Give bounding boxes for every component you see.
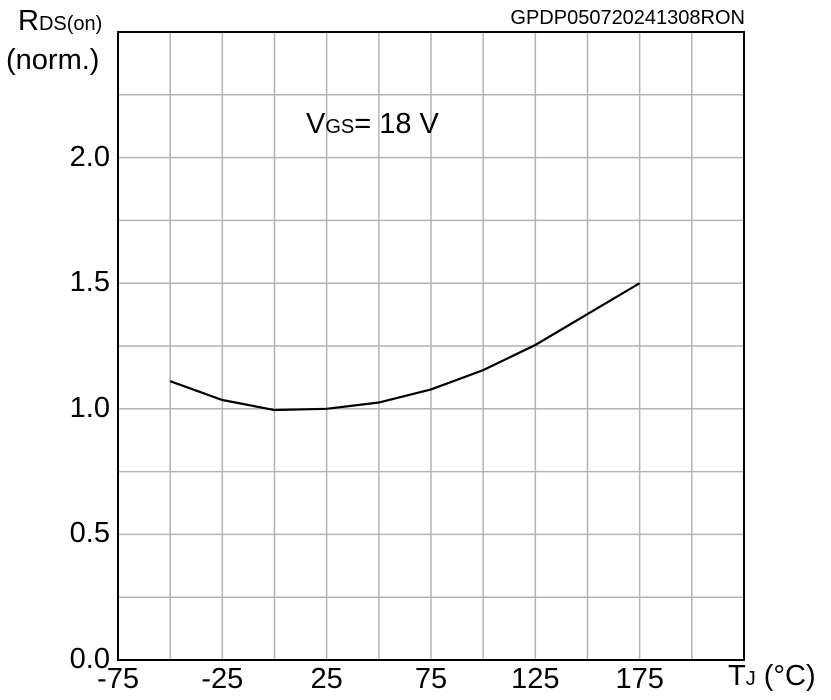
y-tick-label: 1.0 [69, 391, 110, 424]
x-axis-label-unit: (°C) [755, 660, 816, 692]
x-tick-label: 75 [414, 663, 448, 695]
y-axis-label-main: R [18, 5, 39, 37]
y-tick-label: 1.5 [69, 266, 110, 299]
y-axis-label-units: (norm.) [6, 44, 100, 76]
annotation-rest: = 18 V [354, 108, 439, 140]
chart-id-label: GPDP050720241308RON [510, 7, 745, 29]
series-line [169, 282, 641, 412]
annotation-vgs: VGS= 18 V [306, 108, 439, 141]
x-axis-label: TJ (°C) [728, 660, 816, 693]
x-tick-label: 25 [310, 663, 343, 695]
y-axis-label: RDS(on) [18, 5, 102, 38]
y-tick-label: 2.0 [69, 140, 110, 173]
annotation-sub: GS [325, 116, 355, 138]
y-tick-label: 0.5 [69, 517, 110, 550]
plot-frame [117, 31, 745, 661]
x-axis-label-sub: J [745, 668, 756, 690]
x-tick-label: -75 [97, 663, 139, 695]
x-tick-label: 175 [615, 663, 664, 695]
annotation-main: V [306, 108, 326, 140]
x-tick-label: 125 [511, 663, 560, 695]
y-axis-label-sub: DS(on) [38, 13, 103, 35]
x-tick-label: -25 [201, 663, 244, 695]
y-tick-label: 0.0 [69, 643, 110, 675]
x-axis-label-main: T [728, 660, 746, 692]
